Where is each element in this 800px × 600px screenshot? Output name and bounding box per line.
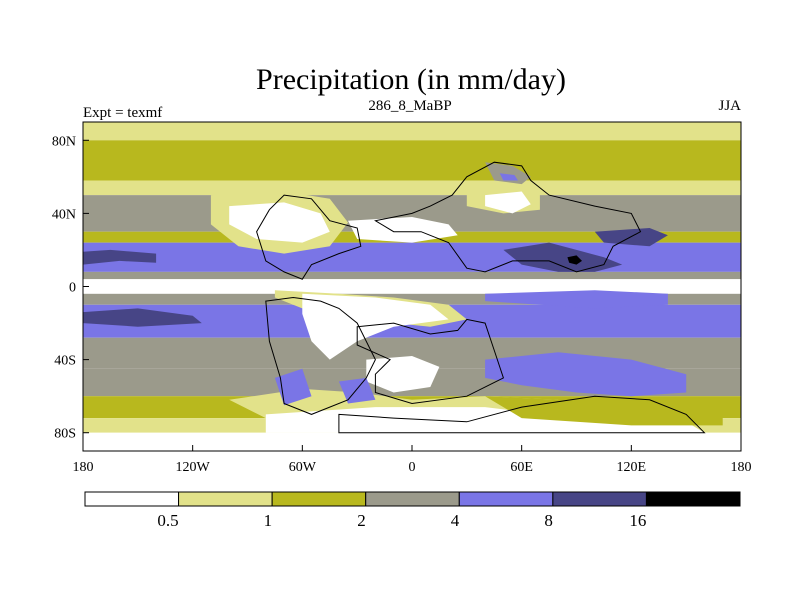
precip-region-19 (338, 377, 376, 404)
y-tick-label-2: 0 (69, 281, 76, 296)
precip-region-8 (499, 173, 518, 181)
precip-region-18 (274, 368, 312, 406)
coastlines (256, 161, 706, 434)
experiment-label: Expt = texmf (83, 105, 162, 121)
x-tick-label-5: 120E (617, 460, 647, 475)
y-tick-label-3: 40S (54, 354, 76, 369)
coastline-africa (356, 318, 505, 405)
precip-region-7 (485, 162, 531, 185)
colorbar-box-5 (552, 491, 647, 507)
run-label: 286_8_MaBP (368, 98, 451, 114)
colorbar: 0.5 1 2 4 8 16 (84, 491, 741, 530)
colorbar-box-0 (84, 491, 180, 507)
precip-band-8 (83, 293, 741, 305)
colorbar-label-5: 16 (629, 511, 646, 530)
x-tick-label-1: 120W (176, 460, 211, 475)
y-axis: 80N 40N 0 40S 80S (52, 134, 89, 442)
colorbar-box-6 (645, 491, 741, 507)
precip-region-1 (83, 308, 202, 327)
coastline-antarctica (338, 395, 706, 434)
precip-region-11 (594, 228, 668, 247)
precip-region-3 (229, 202, 330, 243)
colorbar-box-1 (178, 491, 273, 507)
colorbar-box-4 (458, 491, 554, 507)
precip-region-20 (485, 352, 687, 397)
x-tick-label-2: 60W (289, 460, 317, 475)
colorbar-label-2: 2 (357, 511, 366, 530)
x-axis: 180 120W 60W 0 60E 120E 180 (73, 445, 752, 475)
precip-band-5 (83, 242, 741, 272)
precip-region-9 (503, 242, 623, 272)
coastline-south-america (265, 296, 376, 415)
precip-band-2 (83, 180, 741, 196)
precip-region-22 (677, 282, 741, 292)
precip-band-1 (83, 140, 741, 181)
precip-region-10 (567, 255, 582, 265)
colorbar-label-1: 1 (264, 511, 273, 530)
chart-title: Precipitation (in mm/day) (256, 63, 566, 96)
precip-band-0 (83, 122, 741, 141)
x-tick-label-3: 0 (409, 460, 416, 475)
colorbar-label-0: 0.5 (157, 511, 178, 530)
x-tick-label-4: 60E (510, 460, 533, 475)
coastline-eurasia (374, 161, 642, 273)
precipitation-field (83, 122, 741, 451)
y-tick-label-4: 80S (54, 427, 76, 442)
precip-region-12 (485, 290, 668, 309)
precip-region-14 (302, 293, 449, 360)
coastline-north-america (256, 194, 362, 280)
precip-band-7 (83, 279, 741, 294)
y-tick-label-1: 40N (52, 207, 76, 222)
precip-band-6 (83, 271, 741, 280)
season-label: JJA (718, 98, 741, 114)
colorbar-label-3: 4 (451, 511, 460, 530)
y-tick-label-0: 80N (52, 134, 76, 149)
colorbar-box-3 (365, 491, 460, 507)
precip-region-4 (348, 217, 458, 243)
x-tick-label-6: 180 (731, 460, 752, 475)
precip-region-0 (83, 249, 157, 265)
precip-region-23 (83, 281, 175, 292)
x-tick-label-0: 180 (73, 460, 94, 475)
precip-region-6 (485, 191, 531, 214)
precip-region-17 (265, 407, 705, 433)
colorbar-box-2 (271, 491, 367, 507)
colorbar-label-4: 8 (544, 511, 553, 530)
precip-band-14 (83, 432, 741, 451)
